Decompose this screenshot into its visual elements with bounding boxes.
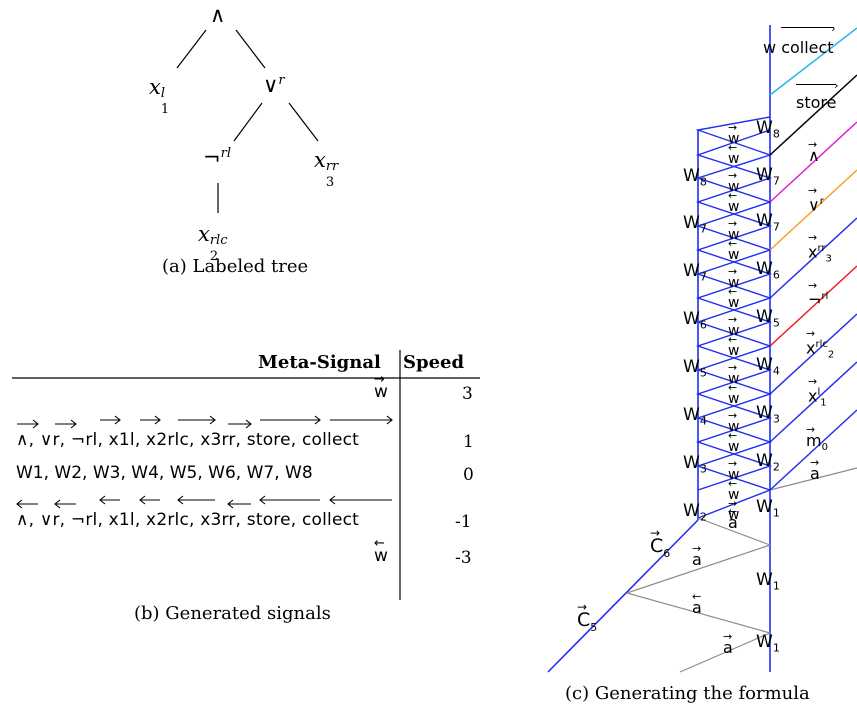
c-signal-line — [547, 519, 699, 673]
label-w-collect: w › collect — [763, 22, 836, 57]
label-store: › store — [796, 79, 839, 112]
collect-signal-line — [769, 27, 857, 96]
edge-or-not — [233, 102, 263, 142]
tree-node-x3: x rr 3 — [314, 148, 339, 190]
label-W7-right-a: W7 — [756, 165, 780, 188]
label-x2: → xrlc2 — [806, 327, 835, 361]
label-W6-right: W6 — [756, 259, 780, 282]
label-W1-right-a: W1 — [756, 497, 780, 520]
store-signal-line — [769, 74, 857, 156]
w-forward-label: → w — [728, 217, 740, 243]
or-signal-line — [769, 169, 857, 251]
zigzag-w-return — [695, 129, 773, 491]
w-back-label: ← w — [728, 141, 740, 167]
gray-a-back-2 — [626, 592, 771, 634]
tree-node-root: ∧ — [210, 3, 226, 27]
table-row-3-signals: W1, W2, W3, W4, W5, W6, W7, W8 — [16, 463, 313, 483]
table-header-meta-signal: Meta-Signal — [258, 352, 381, 373]
tree-node-or: ∨r — [263, 73, 285, 97]
table-header-speed: Speed — [403, 352, 465, 373]
and-signal-line — [769, 121, 857, 203]
w-forward-label: → w — [728, 265, 740, 291]
label-and: → ∧ — [808, 138, 820, 165]
label-W7-left-a: W7 — [683, 213, 707, 236]
table-row-2-signals: ∧, ∨r, ¬rl, x1l, x2rlc, x3rr, store, col… — [16, 430, 360, 450]
w-forward-label: → w — [728, 497, 740, 523]
label-W6-left: W6 — [683, 309, 707, 332]
label-W5-right: W5 — [756, 307, 780, 330]
label-W2-right: W2 — [756, 451, 780, 474]
label-W8-left: W8 — [683, 166, 707, 189]
table-caption: (b) Generated signals — [134, 603, 331, 624]
tree-node-not: ¬rl — [203, 146, 231, 170]
edge-root-or — [235, 29, 266, 69]
w-forward-label: → w — [728, 313, 740, 339]
w-back-label: ← w — [728, 237, 740, 263]
x1-signal-line — [769, 361, 857, 443]
label-W2-left: W2 — [683, 501, 707, 524]
label-a-back-1: ← a — [728, 505, 738, 532]
w-forward-label: → w — [728, 457, 740, 483]
label-c5: → C5 — [577, 600, 598, 634]
label-W4-left: W4 — [683, 405, 707, 428]
gray-a-forward-3 — [679, 632, 771, 673]
label-c6: → C6 — [650, 526, 671, 560]
gray-a-forward-2 — [626, 544, 771, 594]
table-row-4-speed: -1 — [455, 512, 472, 532]
gray-a-back-1 — [697, 517, 771, 546]
x2-signal-line — [769, 313, 857, 395]
table-row-2-speed: 1 — [463, 432, 474, 452]
w-forward-label: → w — [728, 361, 740, 387]
label-W4-right: W4 — [756, 355, 780, 378]
label-x1: → xl1 — [808, 375, 827, 409]
label-a-back-2: ← a — [692, 590, 702, 617]
label-or: → ∨r — [808, 184, 824, 215]
label-W7-right-b: W7 — [756, 211, 780, 234]
table-row-5-signals: ← w — [374, 536, 388, 566]
label-a-forward-2: → a — [723, 630, 733, 657]
label-W5-left: W5 — [683, 357, 707, 380]
tree-node-x2: x rlc 2 — [198, 222, 228, 264]
label-W3-left: W3 — [683, 453, 707, 476]
table-row-5-speed: -3 — [455, 548, 472, 568]
diagram-caption: (c) Generating the formula — [565, 683, 810, 704]
label-not: → ¬rl — [808, 279, 829, 310]
w-back-label: ← w — [728, 381, 740, 407]
table-row-1-signals: → w — [374, 372, 388, 402]
not-signal-line — [769, 265, 857, 347]
label-x3: → xrr3 — [808, 231, 832, 265]
x3-signal-line — [769, 217, 857, 299]
edge-or-x3 — [288, 102, 319, 142]
gray-a-forward-1 — [769, 467, 857, 491]
label-a-forward-1: → a — [692, 542, 702, 569]
label-W3-right: W3 — [756, 403, 780, 426]
w-forward-label: → w — [728, 409, 740, 435]
label-W1-right-c: W1 — [756, 632, 780, 655]
label-a-right: → a — [810, 456, 820, 483]
tree-caption: (a) Labeled tree — [162, 256, 309, 277]
m0-signal-line — [769, 409, 857, 491]
w-back-label: ← w — [728, 429, 740, 455]
w-forward-label: → w — [728, 169, 740, 195]
table-row-1-speed: 3 — [462, 384, 473, 404]
label-W8-right: W8 — [756, 118, 780, 141]
w-forward-label: → w — [728, 121, 740, 147]
label-W7-left-b: W7 — [683, 261, 707, 284]
table-row-4-signals: ∧, ∨r, ¬rl, x1l, x2rlc, x3rr, store, col… — [16, 510, 360, 530]
w-back-label: ← w — [728, 477, 740, 503]
w-back-label: ← w — [728, 285, 740, 311]
label-W1-right-b: W1 — [756, 570, 780, 593]
w-back-label: ← w — [728, 189, 740, 215]
label-m0: → m0 — [806, 423, 828, 454]
edge-root-x1 — [176, 29, 207, 69]
w-back-label: ← w — [728, 333, 740, 359]
table-row-3-speed: 0 — [463, 465, 474, 485]
